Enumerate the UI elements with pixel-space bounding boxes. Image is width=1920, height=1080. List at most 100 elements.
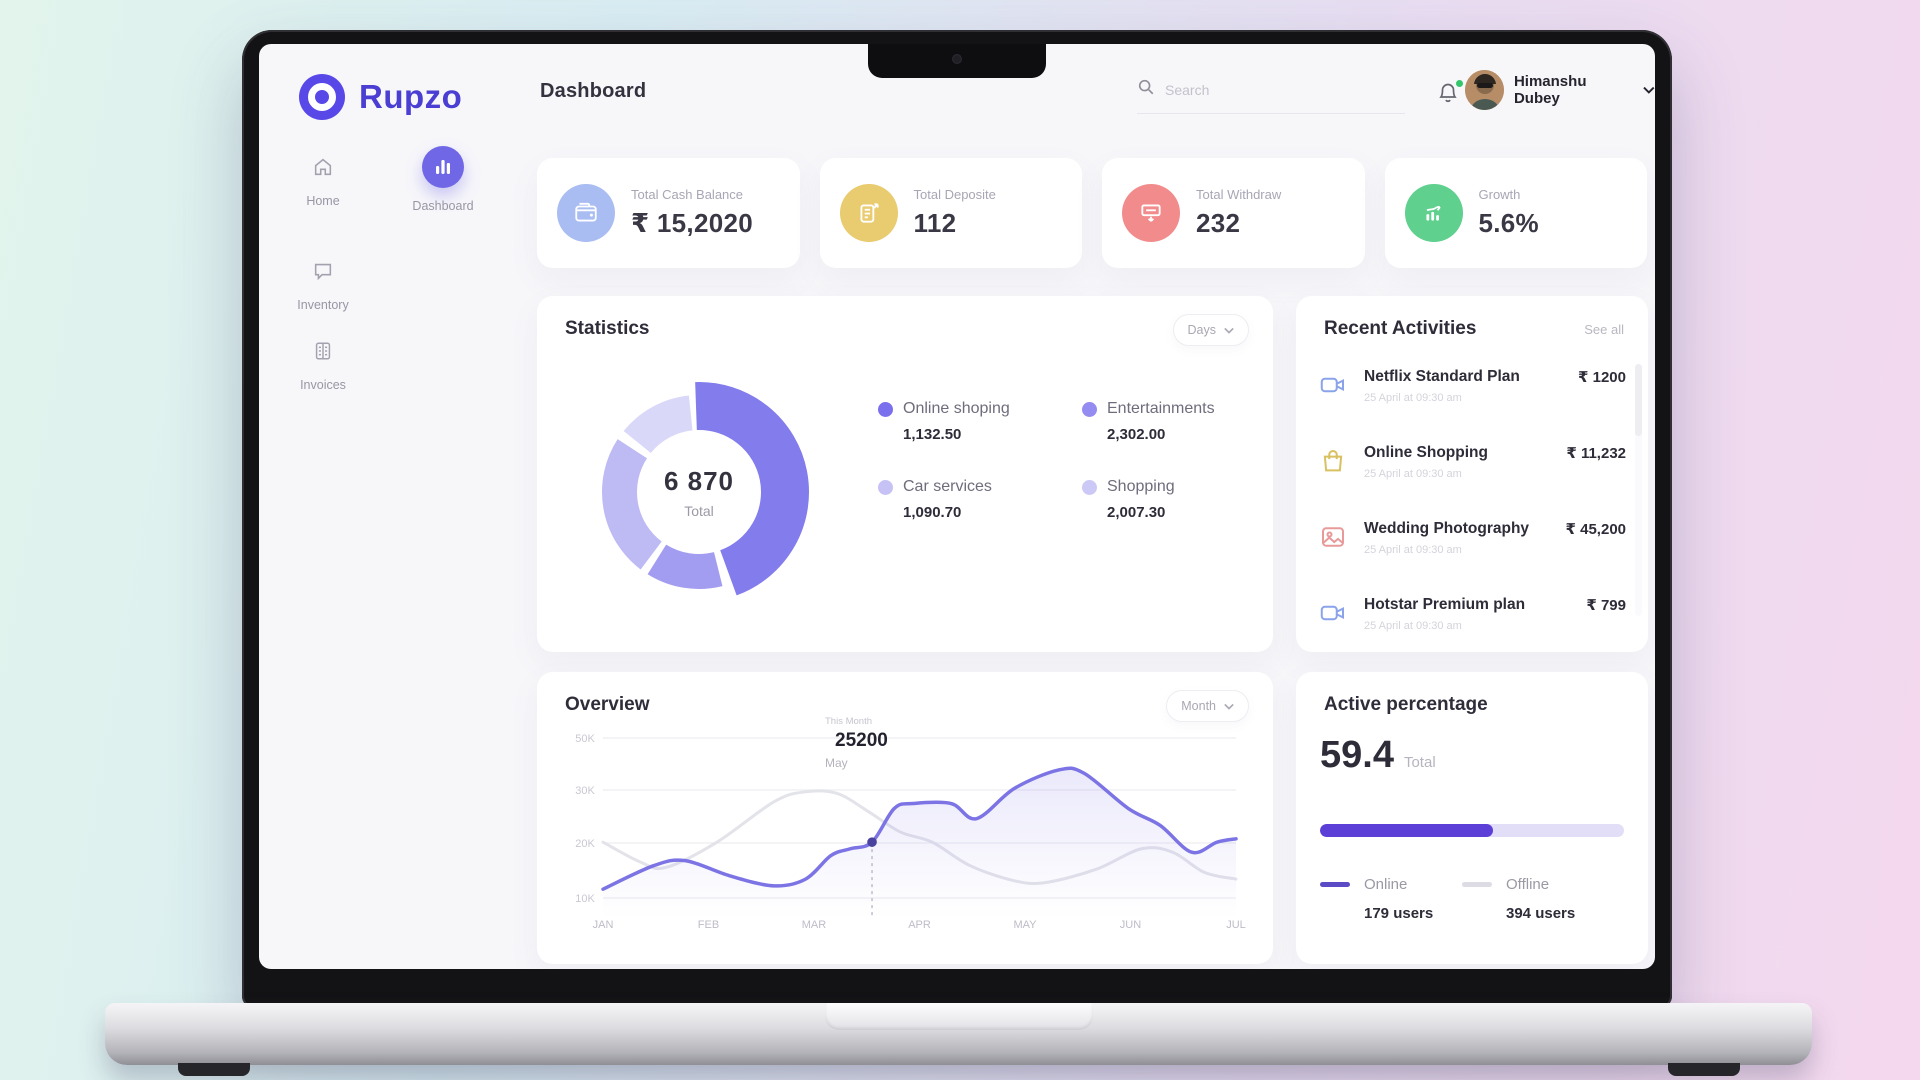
activity-title: Wedding Photography (1364, 520, 1530, 537)
activity-row-online-shopping[interactable]: Online Shopping 25 April at 09:30 am ₹ 1… (1318, 444, 1626, 480)
stat-label: Growth (1478, 187, 1521, 202)
activity-row-hotstar[interactable]: Hotstar Premium plan 25 April at 09:30 a… (1318, 596, 1626, 632)
active-legend-offline: Offline 394 users (1462, 876, 1575, 922)
notification-dot (1456, 80, 1463, 87)
legend-dot (878, 401, 893, 417)
invoices-icon (312, 340, 334, 367)
brand-logo: Rupzo (299, 74, 462, 120)
active-progress-fill (1320, 824, 1494, 837)
recent-scrollbar[interactable] (1635, 364, 1642, 616)
legend-label: Car services (903, 478, 992, 495)
stat-value: ₹ 15,2020 (631, 208, 753, 238)
sidebar-item-home[interactable]: Home (283, 156, 363, 208)
sidebar-item-invoices[interactable]: Invoices (283, 340, 363, 392)
active-total: 59.4 Total (1320, 734, 1436, 777)
sidebar-item-inventory[interactable]: Inventory (283, 260, 363, 312)
active-progress-bar (1320, 824, 1624, 837)
page-title: Dashboard (540, 80, 647, 102)
activity-title: Hotstar Premium plan (1364, 596, 1526, 613)
active-percentage-title: Active percentage (1324, 694, 1488, 715)
legend-item-entertainments: Entertainments 2,302.00 (1082, 400, 1215, 443)
overview-range-dropdown[interactable]: Month (1166, 690, 1249, 722)
overview-line-chart: 50K 30K 20K 10K JAN FEB MAR APR MAY JUN JUL (575, 733, 1246, 931)
shopping-bag-icon (1318, 446, 1348, 476)
activity-row-wedding-photography[interactable]: Wedding Photography 25 April at 09:30 am… (1318, 520, 1626, 556)
sidebar-item-label: Dashboard (412, 199, 474, 213)
svg-text:JAN: JAN (593, 919, 614, 931)
notification-bell-button[interactable] (1437, 80, 1463, 106)
activity-time: 25 April at 09:30 am (1364, 468, 1462, 480)
wallet-icon (557, 184, 615, 242)
legend-value: 1,090.70 (903, 504, 962, 521)
stat-value: 112 (913, 208, 957, 238)
sidebar-item-dashboard[interactable]: Dashboard (403, 146, 483, 213)
legend-label: Online shoping (903, 400, 1010, 417)
tooltip-label: This Month (825, 716, 872, 727)
search-icon (1137, 78, 1155, 101)
stat-card-cash-balance: Total Cash Balance ₹ 15,2020 (537, 158, 800, 268)
activity-title: Netflix Standard Plan (1364, 368, 1520, 385)
user-menu[interactable]: Himanshu Dubey (1465, 70, 1655, 110)
see-all-link[interactable]: See all (1584, 322, 1624, 337)
statistics-range-dropdown[interactable]: Days (1172, 314, 1249, 346)
laptop-base (105, 1003, 1812, 1065)
range-label: Days (1187, 323, 1216, 337)
legend-dot (1082, 401, 1097, 417)
photo-icon (1318, 522, 1348, 552)
legend-users: 394 users (1506, 905, 1576, 922)
laptop-foot (178, 1063, 250, 1076)
stat-value: 232 (1196, 208, 1241, 238)
active-total-label: Total (1403, 754, 1436, 771)
svg-text:10K: 10K (575, 893, 595, 905)
svg-text:FEB: FEB (698, 919, 719, 931)
svg-text:50K: 50K (575, 733, 595, 745)
webcam-icon (952, 54, 962, 64)
svg-text:20K: 20K (575, 838, 595, 850)
brand-logo-icon (299, 74, 345, 120)
overview-card: Overview Month 50K 30K 20K 10K JAN FEB MAR APR M… (537, 672, 1273, 964)
activity-time: 25 April at 09:30 am (1364, 392, 1462, 404)
legend-users: 179 users (1364, 905, 1434, 922)
activity-time: 25 April at 09:30 am (1364, 620, 1462, 632)
legend-item-car-services: Car services 1,090.70 (878, 478, 992, 521)
legend-value: 2,302.00 (1107, 426, 1166, 443)
laptop-notch (868, 44, 1046, 78)
deposit-icon (839, 184, 898, 242)
overview-title: Overview (565, 694, 650, 715)
search-input[interactable] (1165, 81, 1365, 98)
activity-time: 25 April at 09:30 am (1364, 544, 1462, 556)
statistics-card: Statistics Days 6 870 Total Online shopi… (537, 296, 1273, 652)
brand-name: Rupzo (359, 78, 463, 115)
stat-card-withdraw: Total Withdraw 232 (1102, 158, 1365, 268)
svg-text:APR: APR (908, 919, 931, 931)
sidebar-item-label: Inventory (297, 298, 349, 312)
stat-value: 5.6% (1478, 208, 1539, 238)
active-legend-online: Online 179 users (1320, 876, 1433, 922)
legend-label: Entertainments (1107, 400, 1215, 417)
user-avatar (1465, 70, 1504, 110)
stat-cards-row: Total Cash Balance ₹ 15,2020 Total Depos… (537, 158, 1647, 268)
search-bar[interactable] (1137, 78, 1405, 114)
stat-label: Total Deposite (913, 187, 996, 202)
offline-dash-icon (1462, 882, 1492, 887)
bell-icon (1439, 83, 1457, 103)
withdraw-icon (1122, 184, 1180, 242)
legend-label: Shopping (1107, 478, 1175, 495)
activity-amount: ₹ 1200 (1578, 369, 1626, 386)
active-percentage-card: Active percentage 59.4 Total Online 179 … (1296, 672, 1648, 964)
home-icon (312, 156, 334, 183)
donut-chart (602, 382, 809, 596)
inventory-icon (312, 260, 334, 287)
activity-row-netflix[interactable]: Netflix Standard Plan 25 April at 09:30 … (1318, 368, 1626, 404)
svg-text:30K: 30K (575, 785, 595, 797)
svg-text:JUL: JUL (1226, 919, 1246, 931)
stat-card-deposit: Total Deposite 112 (819, 158, 1082, 268)
activity-amount: ₹ 45,200 (1565, 521, 1626, 538)
user-name: Himanshu Dubey (1513, 73, 1587, 107)
active-value: 59.4 (1320, 734, 1394, 776)
legend-dot (1082, 479, 1097, 495)
stat-card-growth: Growth 5.6% (1384, 158, 1647, 268)
laptop-foot (1668, 1063, 1740, 1076)
chevron-down-icon (1224, 703, 1234, 710)
recent-activities-card: Recent Activities See all Netflix Standa… (1296, 296, 1648, 652)
